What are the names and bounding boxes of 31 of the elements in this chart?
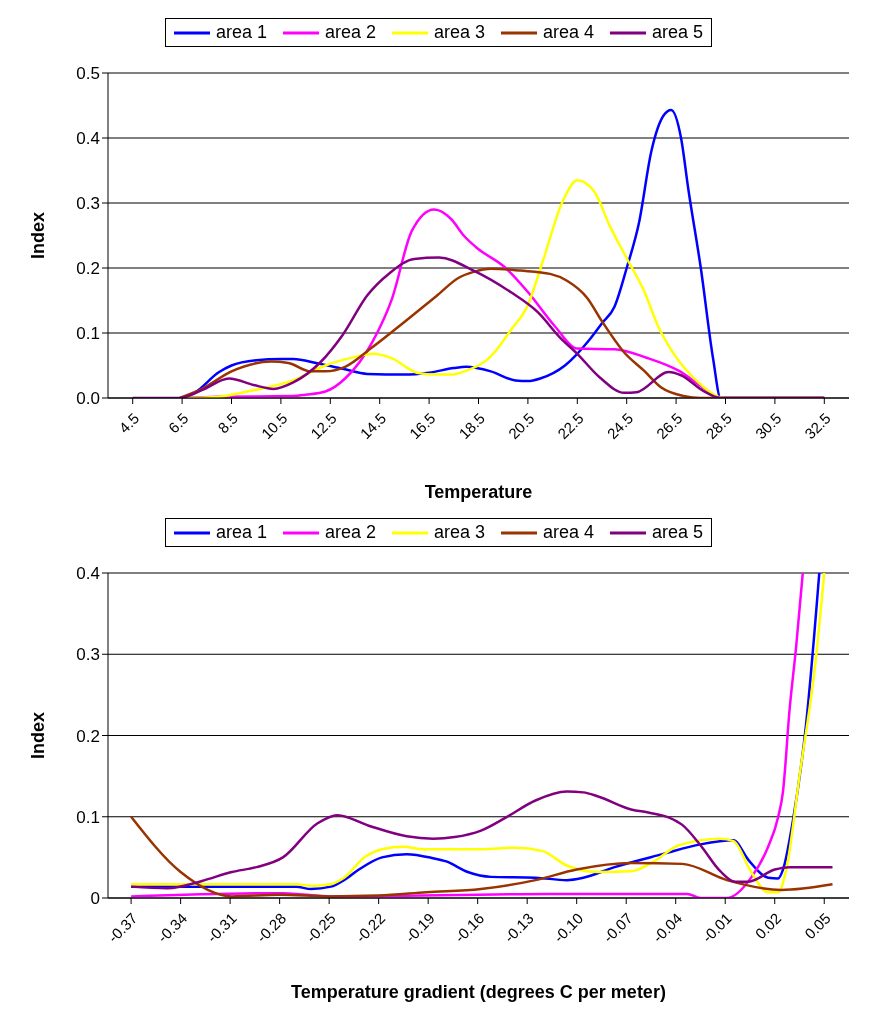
legend-label: area 5 [651,522,704,543]
line-series [129,790,834,890]
legend-label: area 3 [432,22,486,43]
x-tick-label: 8.5 [214,409,242,437]
x-tick-label: 0.05 [801,909,834,943]
y-axis-title: Index [28,711,49,760]
legend-label: area 3 [432,522,486,543]
y-tick-label: 0.4 [76,129,100,149]
x-axis-title: Temperature [424,482,533,502]
y-tick-label: 0.1 [76,324,100,344]
legend-label: area 1 [214,22,267,43]
legend-label: area 5 [651,22,704,43]
y-tick-label: 0.4 [76,564,100,584]
legend-label: area 4 [542,22,595,43]
legend-label: area 4 [542,522,595,543]
y-tick-label: 0.2 [76,726,100,746]
y-tick-label: 0 [90,889,100,909]
x-tick-label: 6.5 [164,409,192,437]
y-tick-label: 0.1 [76,807,100,827]
y-tick-label: 0.2 [76,259,100,279]
line-series [129,815,834,898]
legend-label: area 1 [214,522,267,543]
y-tick-label: 0.3 [76,194,100,214]
y-tick-label: 0.5 [76,64,100,84]
x-axis-title: Temperature gradient (degrees C per meter) [291,982,666,1002]
y-tick-label: 0.0 [76,389,100,409]
y-axis-title: Index [28,211,49,260]
legend-label: area 2 [323,522,376,543]
y-tick-label: 0.3 [76,645,100,665]
x-tick-label: 4.5 [115,409,143,437]
legend-label: area 2 [323,22,376,43]
